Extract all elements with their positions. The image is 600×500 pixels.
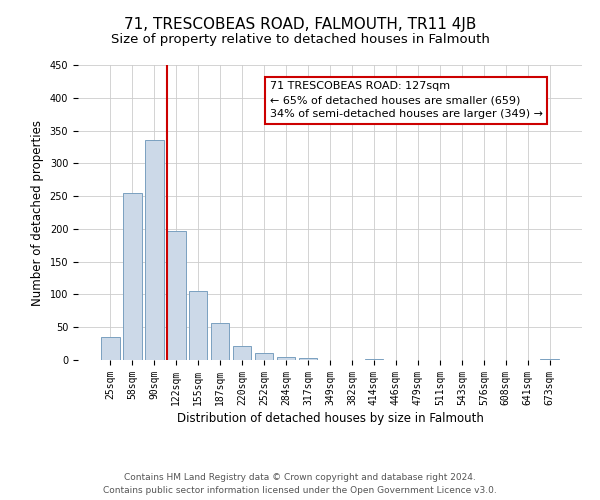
Bar — [541, 358, 559, 360]
Bar — [299, 358, 317, 360]
Bar — [211, 322, 229, 360]
Bar — [277, 356, 295, 360]
Text: 71 TRESCOBEAS ROAD: 127sqm
← 65% of detached houses are smaller (659)
34% of sem: 71 TRESCOBEAS ROAD: 127sqm ← 65% of deta… — [269, 81, 542, 119]
Bar — [255, 353, 274, 360]
Text: 71, TRESCOBEAS ROAD, FALMOUTH, TR11 4JB: 71, TRESCOBEAS ROAD, FALMOUTH, TR11 4JB — [124, 18, 476, 32]
Bar — [365, 358, 383, 360]
Bar — [167, 231, 185, 360]
Y-axis label: Number of detached properties: Number of detached properties — [31, 120, 44, 306]
Bar — [189, 290, 208, 360]
X-axis label: Distribution of detached houses by size in Falmouth: Distribution of detached houses by size … — [176, 412, 484, 425]
Bar — [145, 140, 164, 360]
Bar — [233, 346, 251, 360]
Text: Size of property relative to detached houses in Falmouth: Size of property relative to detached ho… — [110, 32, 490, 46]
Text: Contains HM Land Registry data © Crown copyright and database right 2024.
Contai: Contains HM Land Registry data © Crown c… — [103, 473, 497, 495]
Bar — [101, 337, 119, 360]
Bar — [123, 193, 142, 360]
